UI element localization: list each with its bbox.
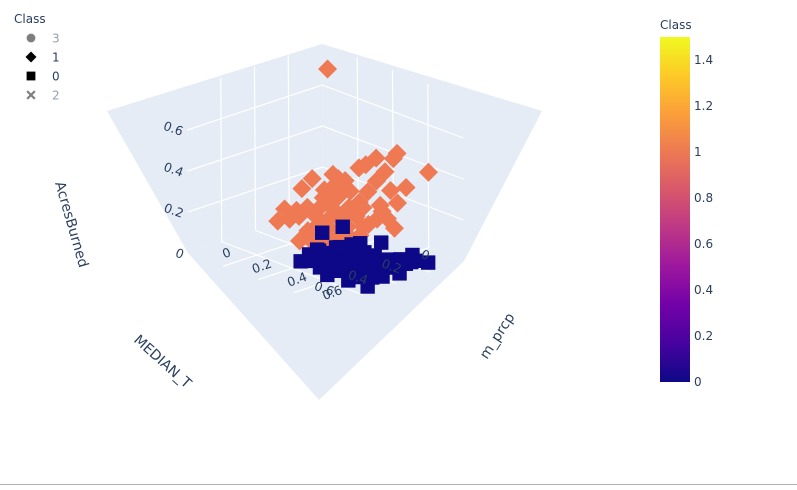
data-point <box>341 273 356 288</box>
data-point <box>396 177 416 197</box>
data-point <box>367 248 382 263</box>
z-tick-label: 0.4 <box>162 159 186 180</box>
x-axis-title: MEDIAN_T <box>130 332 194 392</box>
data-point <box>306 207 326 227</box>
colorbar-tick-label: 1.2 <box>694 99 713 113</box>
data-point <box>370 195 390 215</box>
data-point <box>374 235 389 250</box>
colorbar-title: Class <box>660 18 692 32</box>
data-point <box>353 236 368 251</box>
legend-title: Class <box>14 12 46 26</box>
series-0[interactable] <box>293 219 436 294</box>
legend[interactable]: Class 3 1 0 2 <box>14 12 60 103</box>
data-point <box>375 162 395 182</box>
grid-line <box>220 77 223 242</box>
x-tick-label: 0.2 <box>380 256 404 277</box>
data-point <box>418 162 438 182</box>
legend-item-2[interactable]: 2 <box>26 89 60 103</box>
data-point <box>315 225 330 240</box>
y-tick-label: 0.4 <box>285 269 309 290</box>
data-point <box>318 188 338 208</box>
colorbar-tick-label: 0.2 <box>694 329 713 343</box>
legend-symbol <box>26 90 36 100</box>
grid-line <box>187 125 323 172</box>
data-point <box>318 59 338 79</box>
colorbar: Class 0 0.2 0.4 0.6 0.8 1 1.2 1.4 <box>660 18 713 389</box>
legend-label: 2 <box>52 89 60 103</box>
bottom-divider <box>0 484 797 485</box>
data-point <box>392 266 407 281</box>
data-point <box>268 211 288 231</box>
data-point <box>339 197 359 217</box>
colorbar-tick-label: 0.6 <box>694 237 713 251</box>
grid-line <box>221 241 363 296</box>
legend-label: 0 <box>52 70 60 84</box>
legend-label: 3 <box>52 32 60 46</box>
grid-line <box>187 84 323 131</box>
data-point <box>360 279 375 294</box>
x-tick-label: 0.4 <box>346 267 370 288</box>
data-point <box>332 239 347 255</box>
data-point <box>358 182 378 202</box>
legend-symbol <box>25 51 37 63</box>
data-point <box>335 219 350 234</box>
grid-line <box>322 84 464 139</box>
y-tick-label: 0.6 <box>320 282 344 303</box>
data-point <box>301 247 317 262</box>
colorbar-tick-label: 0.8 <box>694 191 713 205</box>
data-point <box>353 217 373 237</box>
data-point <box>404 254 419 270</box>
y-tick-label: 0.2 <box>250 256 274 277</box>
z-tick-label: 0 <box>174 245 187 262</box>
legend-symbol <box>26 33 36 43</box>
colorbar-tick-label: 1 <box>694 145 702 159</box>
data-point <box>383 149 403 169</box>
data-point <box>343 251 358 266</box>
data-point <box>356 155 376 175</box>
data-point <box>420 255 436 270</box>
data-point <box>289 206 309 226</box>
data-marks[interactable] <box>268 59 438 294</box>
data-point <box>292 179 312 199</box>
z-tick-label: 0.2 <box>162 200 186 221</box>
data-point <box>290 231 310 251</box>
data-point <box>335 171 355 191</box>
data-point <box>320 267 335 283</box>
colorbar-tick-label: 0 <box>694 375 702 389</box>
legend-label: 1 <box>52 51 60 65</box>
y-axis-title: m_prcp <box>477 310 519 362</box>
data-point <box>377 209 397 229</box>
data-point <box>381 180 401 200</box>
colorbar-tick-label: 0.4 <box>694 283 713 297</box>
data-point <box>302 169 322 189</box>
tick-labels: 00.20.40.600.20.40.600.20.40.6 <box>162 118 432 303</box>
legend-item-0[interactable]: 0 <box>26 70 60 84</box>
z-axis-title: AcresBurned <box>51 180 91 270</box>
colorbar-gradient <box>660 37 690 382</box>
z-pane <box>107 44 323 253</box>
legend-symbol <box>26 71 36 81</box>
data-point <box>388 193 407 213</box>
colorbar-tick-label: 1.4 <box>694 53 713 67</box>
legend-item-1[interactable]: 1 <box>25 51 60 65</box>
series-1[interactable] <box>268 59 438 255</box>
data-point <box>318 209 338 229</box>
z-tick-label: 0.6 <box>162 118 186 139</box>
x-tick-label: 0.6 <box>312 278 336 299</box>
legend-item-3[interactable]: 3 <box>26 32 60 46</box>
scene-3d[interactable]: 00.20.40.600.20.40.600.20.40.6 AcresBurn… <box>51 44 542 400</box>
